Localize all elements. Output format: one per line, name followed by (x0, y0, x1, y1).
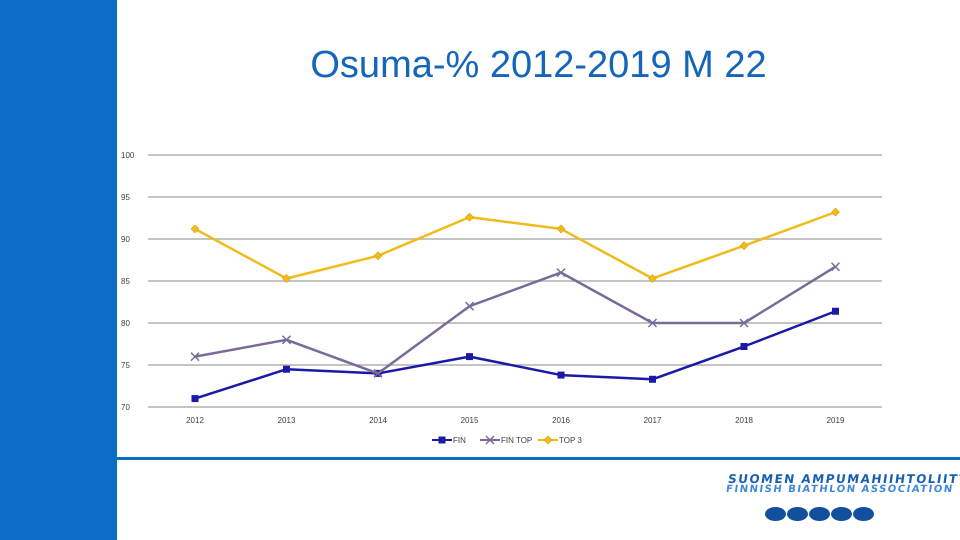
data-point-fin (466, 353, 473, 361)
series-line-fin (194, 310, 836, 400)
legend-label-fin: FIN (453, 436, 466, 445)
data-point-fin (740, 343, 748, 351)
logo-dot (787, 507, 808, 521)
logo-dot (853, 507, 874, 521)
data-point-fin (283, 365, 290, 373)
legend-label-fin-top: FIN TOP (501, 436, 532, 445)
y-tick-label: 95 (121, 193, 130, 202)
logo-text-english: FINNISH BIATHLON ASSOCIATION (725, 484, 955, 495)
data-point-top-3 (282, 274, 291, 283)
x-tick-label: 2016 (552, 416, 570, 425)
data-point-fin-top (830, 262, 841, 272)
data-point-fin-top (556, 268, 566, 278)
legend-marker-fin-top (485, 435, 495, 445)
logo-dot (831, 507, 852, 521)
data-point-fin-top (373, 368, 383, 378)
data-point-fin-top (281, 335, 292, 345)
left-brand-bar (0, 0, 117, 540)
logo-dot (765, 507, 786, 521)
y-tick-label: 70 (121, 403, 130, 412)
bottom-divider (117, 457, 960, 460)
y-tick-label: 100 (121, 151, 135, 160)
data-point-fin (191, 395, 199, 403)
logo-dot (809, 507, 830, 521)
x-tick-label: 2018 (735, 416, 753, 425)
y-tick-label: 80 (121, 319, 130, 328)
data-point-fin (557, 371, 565, 379)
slide-title: Osuma-% 2012-2019 M 22 (310, 44, 767, 86)
x-tick-label: 2017 (644, 416, 662, 425)
logo-dots (765, 507, 875, 526)
data-point-fin (832, 307, 839, 315)
data-point-top-3 (190, 224, 200, 234)
association-logo: SUOMEN AMPUMAHIIHTOLIITTO FINNISH BIATHL… (720, 470, 960, 530)
data-point-top-3 (831, 207, 840, 217)
data-point-top-3 (373, 251, 383, 261)
line-chart: 70 75 80 85 90 95 100 2012 2013 2014 2015 2016 2017 2… (121, 151, 882, 445)
x-tick-label: 2012 (186, 416, 204, 425)
y-tick-label: 90 (121, 235, 130, 244)
data-point-fin (649, 375, 656, 383)
data-point-fin-top (190, 352, 200, 362)
data-point-fin-top (464, 301, 475, 311)
y-tick-label: 75 (121, 361, 130, 370)
data-point-top-3 (556, 224, 566, 234)
series-line-top-3 (194, 210, 836, 280)
series-line-fin-top (194, 265, 837, 375)
x-tick-label: 2019 (827, 416, 845, 425)
data-point-top-3 (465, 212, 474, 222)
x-tick-label: 2015 (461, 416, 479, 425)
data-point-fin-top (647, 318, 658, 328)
x-tick-label: 2013 (278, 416, 296, 425)
data-point-top-3 (648, 274, 657, 283)
y-tick-label: 85 (121, 277, 130, 286)
data-point-fin-top (739, 318, 749, 328)
legend-marker-fin (438, 436, 446, 444)
x-tick-label: 2014 (369, 416, 387, 425)
legend-marker-top-3 (543, 435, 553, 445)
data-point-top-3 (739, 241, 749, 251)
legend-label-top-3: TOP 3 (559, 436, 582, 445)
